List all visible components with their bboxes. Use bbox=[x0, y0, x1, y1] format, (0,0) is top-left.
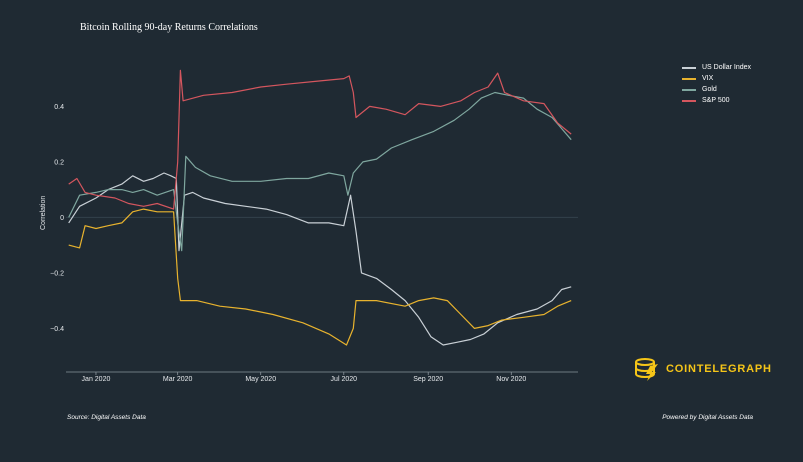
x-tick-label: Mar 2020 bbox=[163, 376, 193, 383]
y-tick-label: −0.2 bbox=[50, 270, 64, 277]
chart-legend: US Dollar Index VIX Gold S&P 500 bbox=[682, 62, 751, 106]
x-tick-label: Nov 2020 bbox=[496, 376, 526, 383]
source-note: Source: Digital Assets Data bbox=[67, 414, 146, 421]
brand-name: COINTELEGRAPH bbox=[666, 363, 772, 375]
legend-swatch-vix bbox=[682, 77, 696, 80]
legend-label: US Dollar Index bbox=[702, 64, 752, 71]
series-line-us-dollar-index bbox=[68, 172, 572, 346]
cointelegraph-brand: COINTELEGRAPH bbox=[634, 356, 772, 382]
legend-swatch-sp500 bbox=[682, 99, 696, 102]
y-tick-label: 0 bbox=[60, 215, 64, 222]
legend-item-vix[interactable]: VIX bbox=[682, 73, 751, 84]
x-tick-label: Jan 2020 bbox=[82, 376, 111, 383]
y-tick-label: −0.4 bbox=[50, 326, 64, 333]
series-line-gold bbox=[68, 91, 572, 252]
series-line-s-p-500 bbox=[68, 69, 572, 210]
x-tick-label: Jul 2020 bbox=[331, 376, 358, 383]
y-tick-label: 0.4 bbox=[54, 104, 64, 111]
legend-label: S&P 500 bbox=[702, 97, 730, 104]
powered-by-note: Powered by Digital Assets Data bbox=[662, 414, 753, 421]
legend-swatch-us-dollar-index bbox=[682, 66, 696, 69]
x-tick-label: May 2020 bbox=[245, 376, 276, 383]
legend-swatch-gold bbox=[682, 88, 696, 91]
legend-item-us-dollar-index[interactable]: US Dollar Index bbox=[682, 62, 751, 73]
y-tick-label: 0.2 bbox=[54, 159, 64, 166]
y-axis-label: Correlation bbox=[40, 195, 47, 230]
legend-item-gold[interactable]: Gold bbox=[682, 84, 751, 95]
chart-title: Bitcoin Rolling 90-day Returns Correlati… bbox=[80, 22, 258, 33]
cointelegraph-logo-icon bbox=[635, 358, 658, 381]
legend-label: VIX bbox=[702, 75, 714, 82]
legend-label: Gold bbox=[702, 86, 717, 93]
series-line-vix bbox=[68, 208, 572, 346]
x-tick-label: Sep 2020 bbox=[413, 376, 443, 383]
legend-item-sp500[interactable]: S&P 500 bbox=[682, 95, 751, 106]
